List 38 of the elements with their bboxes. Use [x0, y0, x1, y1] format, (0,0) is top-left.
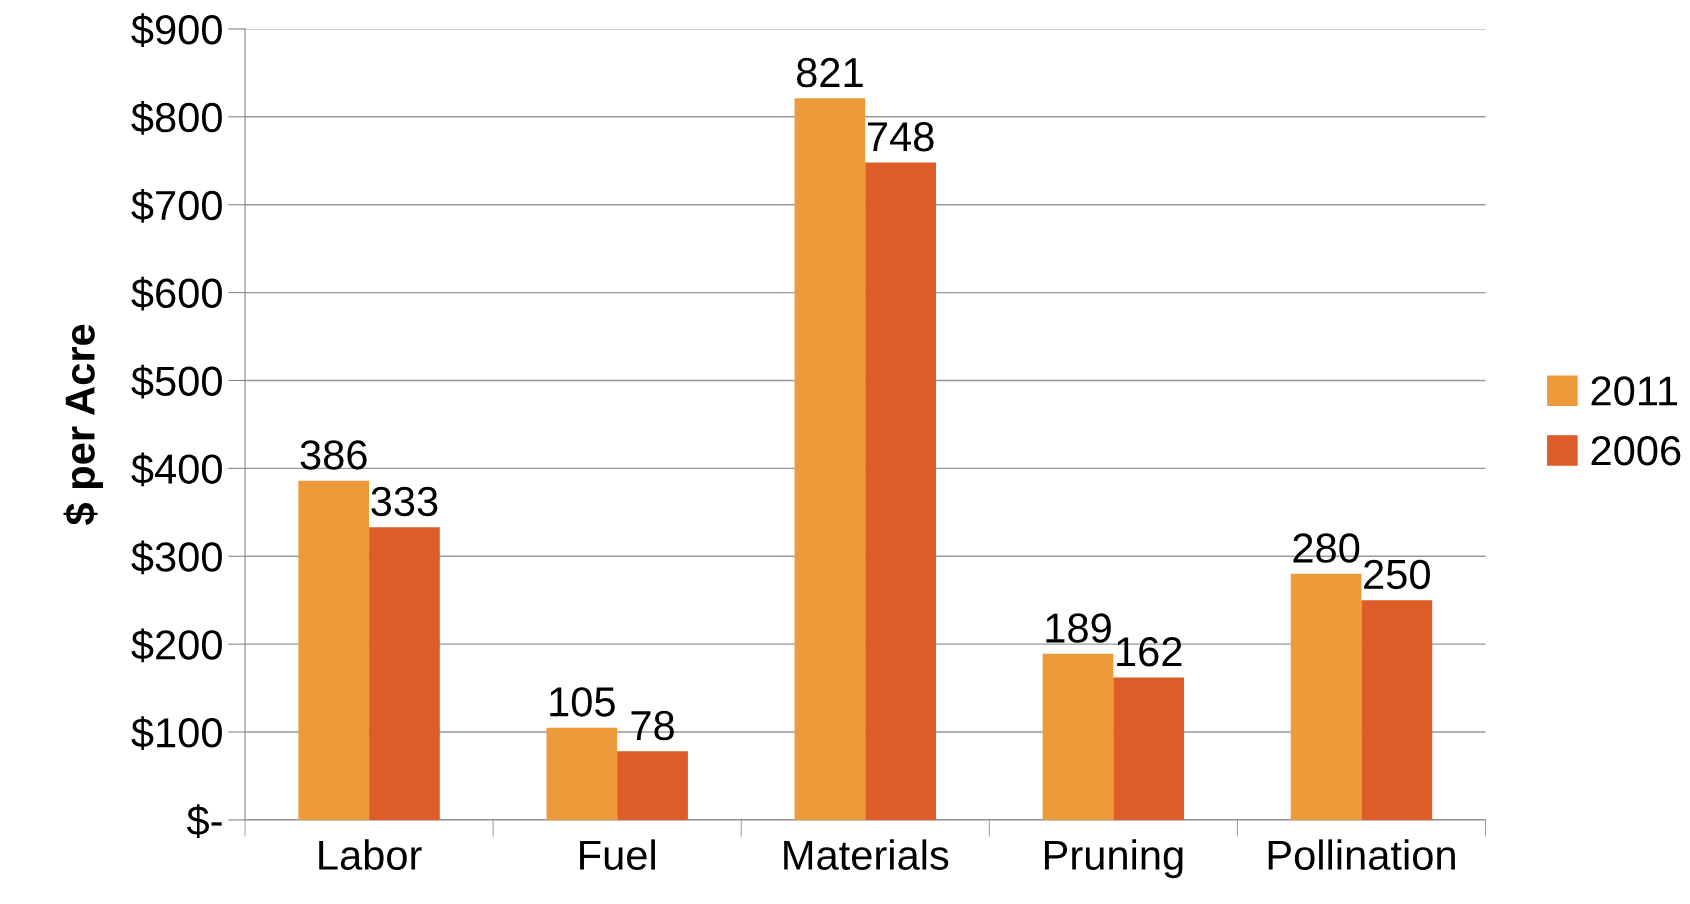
bar	[546, 727, 618, 820]
y-tick-label: $700	[131, 188, 222, 223]
bar	[1361, 600, 1433, 820]
data-label: 386	[300, 440, 367, 470]
y-tick-label: $200	[131, 628, 222, 663]
y-tick-label: $800	[131, 101, 222, 135]
data-label: 821	[796, 57, 863, 88]
data-label: 333	[371, 486, 438, 517]
legend-label: 2006	[1591, 435, 1681, 466]
y-tick-label: $400	[131, 452, 222, 487]
x-tick-label: Pollination	[1268, 839, 1455, 870]
y-tick-label: $900	[131, 13, 222, 47]
bar	[1113, 677, 1185, 820]
y-tick-label: $600	[131, 276, 222, 311]
data-label: 280	[1293, 533, 1360, 563]
y-tick-label: $500	[131, 364, 222, 399]
x-tick-label: Pruning	[1044, 839, 1183, 879]
bar	[617, 751, 688, 820]
x-tick-label: Labor	[319, 839, 422, 870]
bar	[1290, 573, 1362, 820]
bar	[794, 98, 866, 820]
data-label: 105	[550, 687, 615, 717]
y-tick-label: $300	[131, 540, 222, 575]
data-label: 162	[1117, 637, 1182, 667]
y-tick-label: $100	[131, 716, 222, 751]
data-label: 748	[868, 122, 934, 152]
bar	[865, 162, 936, 820]
bar	[1042, 653, 1114, 820]
x-tick-label: Fuel	[580, 839, 655, 870]
bar	[298, 480, 370, 820]
data-label: 189	[1046, 613, 1111, 643]
legend-label: 2011	[1591, 376, 1678, 406]
bar	[369, 527, 440, 820]
y-tick-label: $-	[186, 804, 222, 838]
data-label: 250	[1364, 559, 1430, 590]
y-axis-title: $ per Acre	[63, 324, 104, 525]
data-label: 78	[631, 710, 674, 741]
x-tick-label: Materials	[784, 839, 949, 870]
